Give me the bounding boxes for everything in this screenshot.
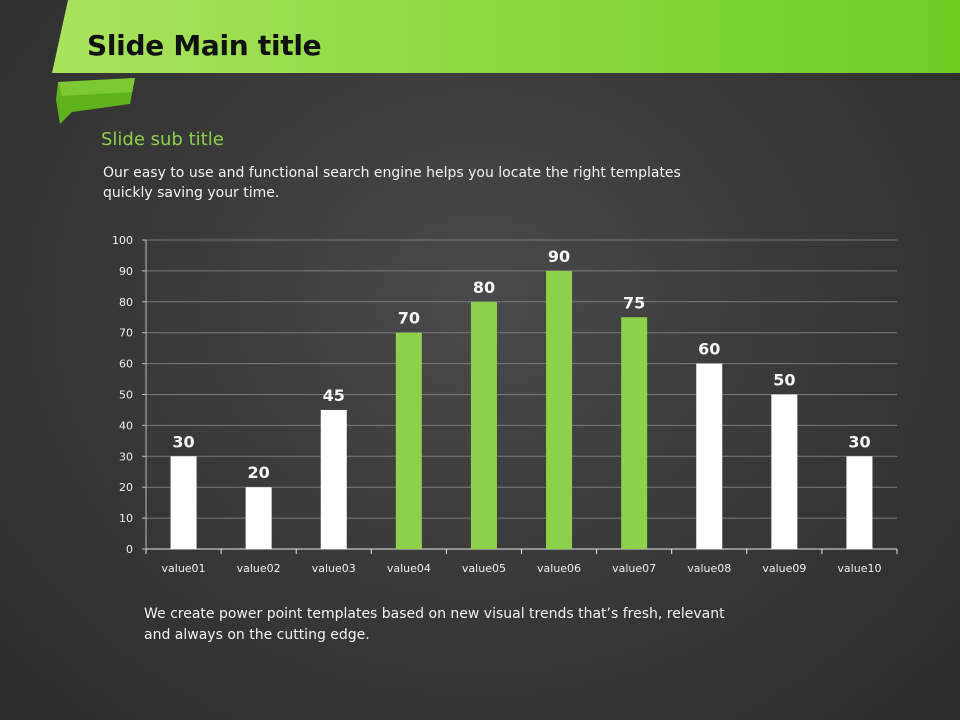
data-label: 80 bbox=[473, 278, 495, 297]
y-tick-label: 80 bbox=[119, 296, 133, 309]
x-tick-label: value02 bbox=[237, 562, 281, 575]
y-tick-label: 90 bbox=[119, 265, 133, 278]
data-label: 30 bbox=[172, 432, 194, 451]
bar-value08 bbox=[696, 363, 723, 549]
banner-main bbox=[52, 0, 960, 73]
intro-text: Our easy to use and functional search en… bbox=[103, 165, 681, 201]
data-label: 70 bbox=[398, 309, 420, 328]
data-label: 50 bbox=[773, 371, 795, 390]
page-title: Slide Main title bbox=[87, 29, 322, 62]
data-label: 60 bbox=[698, 340, 720, 359]
banner-ribbon-fold bbox=[58, 78, 135, 96]
bar-value01 bbox=[170, 456, 197, 549]
bar-value10 bbox=[846, 456, 873, 549]
bar-value07 bbox=[621, 317, 648, 549]
footer-text: We create power point templates based on… bbox=[144, 606, 725, 643]
y-tick-label: 60 bbox=[119, 358, 133, 371]
bar-value05 bbox=[470, 301, 497, 549]
bar-value04 bbox=[395, 332, 422, 549]
y-tick-label: 30 bbox=[119, 450, 133, 463]
title-banner bbox=[52, 0, 960, 124]
x-tick-label: value09 bbox=[762, 562, 806, 575]
x-tick-label: value07 bbox=[612, 562, 656, 575]
x-tick-label: value03 bbox=[312, 562, 356, 575]
y-tick-label: 40 bbox=[119, 419, 133, 432]
data-label: 90 bbox=[548, 247, 570, 266]
bar-value02 bbox=[245, 487, 272, 549]
data-label: 30 bbox=[848, 432, 870, 451]
x-tick-label: value04 bbox=[387, 562, 431, 575]
y-tick-label: 0 bbox=[126, 543, 133, 556]
data-label: 20 bbox=[248, 463, 270, 482]
y-tick-label: 10 bbox=[119, 512, 133, 525]
data-label: 75 bbox=[623, 293, 645, 312]
y-tick-label: 100 bbox=[112, 234, 133, 247]
data-label: 45 bbox=[323, 386, 345, 405]
x-tick-label: value10 bbox=[837, 562, 881, 575]
bar-value03 bbox=[320, 409, 347, 549]
page-subtitle: Slide sub title bbox=[101, 129, 224, 150]
x-tick-label: value01 bbox=[162, 562, 206, 575]
x-tick-label: value05 bbox=[462, 562, 506, 575]
y-tick-label: 50 bbox=[119, 389, 133, 402]
bar-value06 bbox=[546, 270, 573, 549]
x-tick-label: value06 bbox=[537, 562, 581, 575]
x-tick-label: value08 bbox=[687, 562, 731, 575]
y-tick-label: 70 bbox=[119, 327, 133, 340]
y-tick-label: 20 bbox=[119, 481, 133, 494]
bar-value09 bbox=[771, 394, 798, 549]
